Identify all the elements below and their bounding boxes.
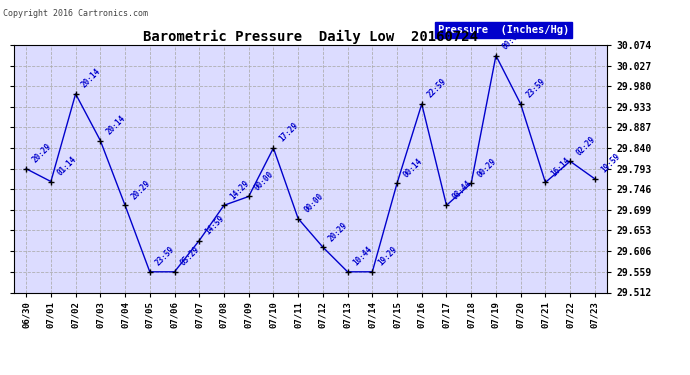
Text: 08:44: 08:44 — [451, 178, 473, 201]
Text: 05:29: 05:29 — [179, 245, 201, 268]
Text: 20:14: 20:14 — [80, 67, 103, 90]
Text: 20:14: 20:14 — [104, 114, 127, 136]
Text: 20:29: 20:29 — [129, 178, 152, 201]
Text: 00:29: 00:29 — [475, 156, 498, 179]
Text: 23:59: 23:59 — [525, 77, 548, 100]
Text: 01:14: 01:14 — [55, 154, 78, 177]
Text: 02:29: 02:29 — [574, 134, 597, 157]
Text: 19:29: 19:29 — [377, 245, 400, 268]
Text: 14:29: 14:29 — [228, 178, 251, 201]
Text: 22:59: 22:59 — [426, 77, 449, 100]
Text: 10:44: 10:44 — [352, 245, 375, 268]
Text: 19:59: 19:59 — [599, 152, 622, 175]
Text: Pressure  (Inches/Hg): Pressure (Inches/Hg) — [438, 25, 569, 35]
Text: 20:29: 20:29 — [30, 142, 53, 165]
Text: Copyright 2016 Cartronics.com: Copyright 2016 Cartronics.com — [3, 9, 148, 18]
Text: 14:59: 14:59 — [204, 214, 226, 236]
Text: 00:00: 00:00 — [500, 28, 523, 51]
Text: 00:00: 00:00 — [302, 192, 325, 214]
Text: 00:00: 00:00 — [253, 170, 275, 192]
Title: Barometric Pressure  Daily Low  20160724: Barometric Pressure Daily Low 20160724 — [143, 30, 478, 44]
Text: 00:14: 00:14 — [401, 156, 424, 179]
Text: 23:59: 23:59 — [154, 245, 177, 268]
Text: 17:29: 17:29 — [277, 121, 300, 144]
Text: 20:29: 20:29 — [327, 220, 350, 243]
Text: 16:14: 16:14 — [549, 156, 572, 178]
